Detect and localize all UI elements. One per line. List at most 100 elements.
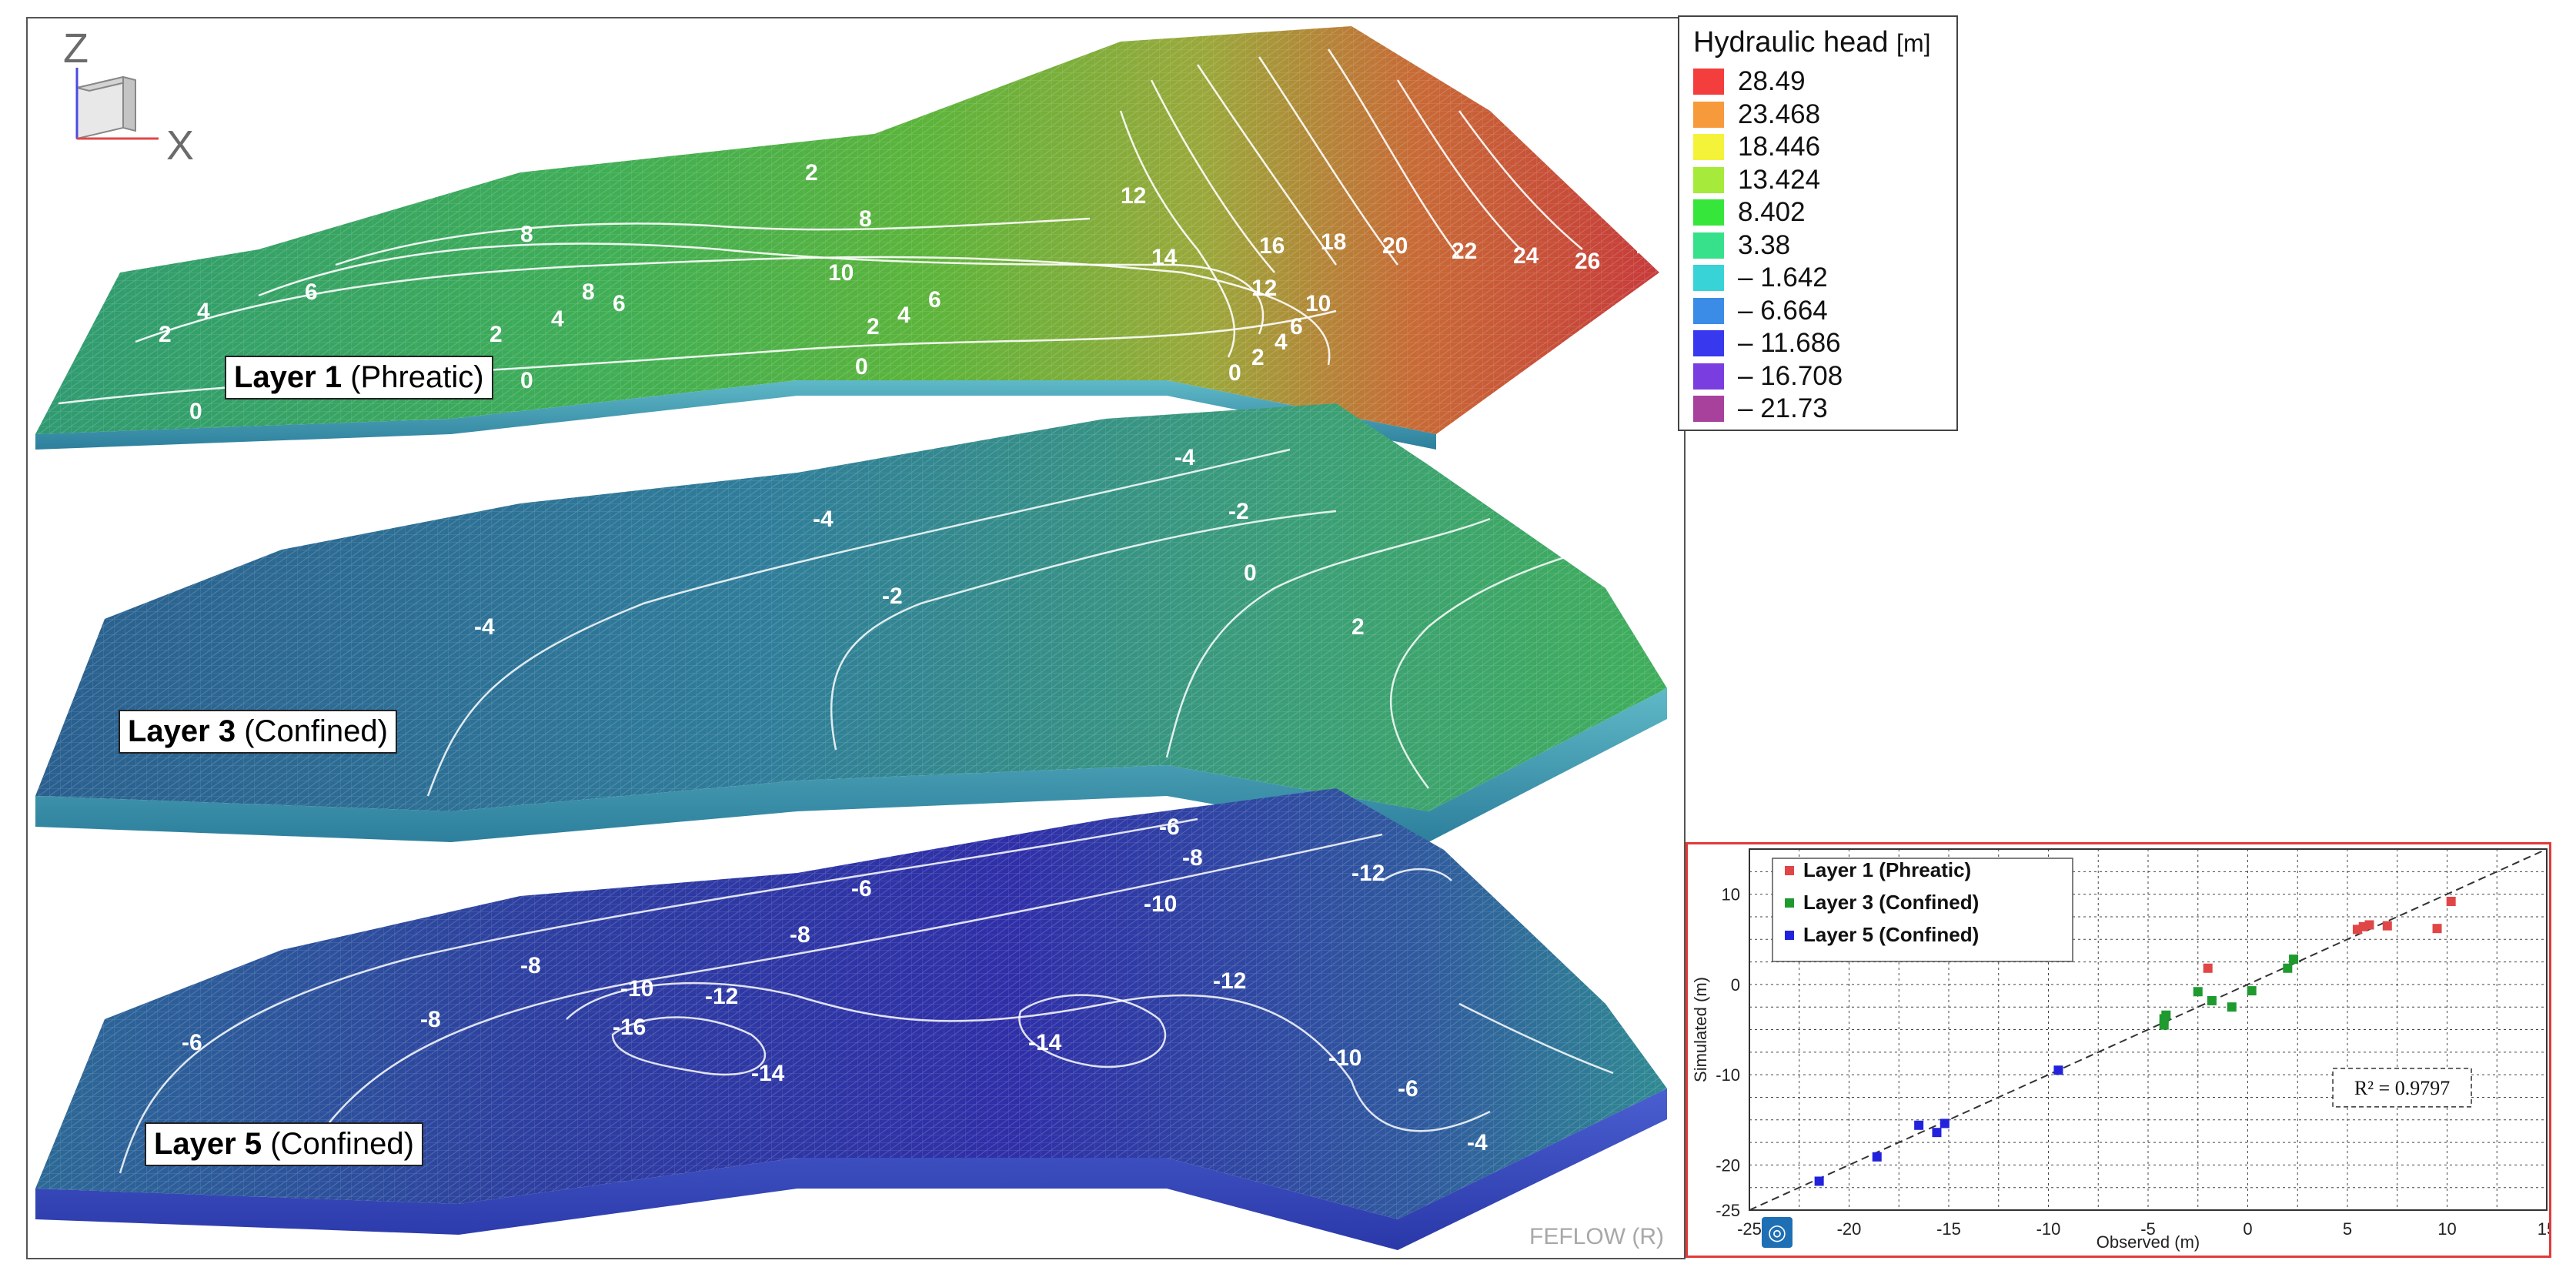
y-tick-label: -25: [1716, 1201, 1740, 1220]
app-logo-icon: ◎: [1762, 1217, 1793, 1248]
svg-text:2: 2: [489, 322, 503, 347]
legend-value: 23.468: [1738, 99, 1821, 129]
svg-text:4: 4: [897, 303, 910, 328]
x-axis-title: Observed (m): [2097, 1232, 2200, 1252]
svg-text:12: 12: [1121, 183, 1146, 209]
svg-text:-4: -4: [1467, 1130, 1488, 1155]
svg-text:-10: -10: [1144, 891, 1177, 917]
legend-item: 13.424: [1693, 164, 1943, 197]
data-point: [2446, 897, 2456, 907]
layer-3-name: Layer 3: [128, 714, 236, 748]
svg-text:-12: -12: [1213, 968, 1246, 994]
data-point: [2203, 963, 2213, 973]
x-axis-label: X: [166, 122, 195, 169]
hydraulic-head-legend: Hydraulic head [m] 28.49 23.468 18.446 13.4…: [1678, 15, 1958, 431]
svg-text:14: 14: [1151, 245, 1178, 270]
svg-text:-2: -2: [1228, 499, 1249, 524]
legend-item: 18.446: [1693, 131, 1943, 164]
data-point: [2053, 1065, 2063, 1075]
svg-text:24: 24: [1513, 243, 1539, 269]
data-point: [2193, 987, 2203, 997]
legend-swatch: [1693, 265, 1724, 292]
svg-text:-6: -6: [182, 1030, 202, 1055]
r-squared-label: R² = 0.9797: [2354, 1077, 2450, 1099]
layer-1-label: Layer 1 (Phreatic): [225, 356, 493, 400]
x-tick-label: 5: [2343, 1219, 2352, 1239]
svg-text:8: 8: [582, 279, 595, 305]
y-tick-label: 0: [1731, 975, 1740, 995]
layer-3-kind: (Confined): [244, 714, 388, 748]
svg-text:6: 6: [928, 287, 941, 313]
svg-text:12: 12: [1251, 276, 1277, 301]
chart-legend-label: Layer 5 (Confined): [1803, 923, 1979, 946]
one-to-one-line: [1749, 848, 2548, 1211]
layer-5-kind: (Confined): [270, 1127, 414, 1161]
svg-text:6: 6: [1290, 314, 1303, 339]
layer-3-label: Layer 3 (Confined): [119, 710, 397, 754]
legend-item: – 6.664: [1693, 295, 1943, 328]
legend-item: – 1.642: [1693, 262, 1943, 295]
svg-text:-6: -6: [1398, 1076, 1418, 1102]
svg-text:-2: -2: [882, 583, 903, 609]
svg-text:2: 2: [1351, 614, 1365, 640]
svg-text:22: 22: [1452, 239, 1477, 264]
x-tick-label: -15: [1936, 1219, 1961, 1239]
svg-text:20: 20: [1382, 233, 1408, 259]
legend-item: 8.402: [1693, 196, 1943, 229]
data-point: [2382, 921, 2392, 931]
svg-text:0: 0: [520, 368, 533, 393]
legend-item: – 16.708: [1693, 360, 1943, 393]
svg-text:4: 4: [1275, 329, 1288, 355]
x-tick-label: -25: [1737, 1219, 1762, 1239]
data-point: [1872, 1152, 1882, 1162]
data-point: [2227, 1002, 2237, 1012]
axis-triad: Z X: [43, 25, 197, 183]
x-tick-label: -10: [2036, 1219, 2061, 1239]
svg-text:28: 28: [1636, 233, 1662, 259]
legend-swatch: [1693, 232, 1724, 259]
svg-text:-4: -4: [474, 614, 495, 640]
svg-text:-6: -6: [851, 876, 872, 901]
legend-value: 18.446: [1738, 132, 1821, 162]
x-tick-label: 0: [2243, 1219, 2252, 1239]
legend-value: 28.49: [1738, 66, 1806, 97]
legend-title-text: Hydraulic head: [1693, 26, 1889, 59]
svg-text:0: 0: [855, 354, 868, 380]
svg-text:6: 6: [305, 279, 318, 305]
data-point: [2283, 963, 2293, 973]
chart-legend-swatch: [1785, 898, 1794, 908]
layer-5-label: Layer 5 (Confined): [145, 1122, 423, 1166]
legend-unit: [m]: [1896, 29, 1931, 57]
svg-text:-6: -6: [1159, 814, 1180, 840]
legend-value: – 16.708: [1738, 360, 1843, 391]
svg-text:2: 2: [867, 314, 880, 339]
data-point: [2364, 920, 2374, 930]
x-tick-label: 15: [2538, 1219, 2549, 1239]
svg-text:0: 0: [189, 399, 202, 424]
legend-item: 23.468: [1693, 99, 1943, 132]
y-tick-label: -10: [1716, 1065, 1740, 1085]
svg-text:-8: -8: [790, 922, 810, 948]
scatter-chart-svg: -25 -20 -15 -10 -5 0 5 10 15 10 0 -10 -20 -25 Observed…: [1691, 848, 2549, 1252]
legend-swatch: [1693, 101, 1724, 128]
r-squared-box: [2332, 1068, 2472, 1108]
svg-text:-8: -8: [520, 953, 541, 978]
svg-text:-8: -8: [1182, 845, 1203, 871]
data-point: [2161, 1010, 2171, 1020]
data-point: [1932, 1128, 1942, 1138]
svg-text:-10: -10: [620, 976, 653, 1001]
legend-swatch: [1693, 363, 1724, 390]
svg-text:10: 10: [1305, 291, 1331, 316]
legend-item: 28.49: [1693, 65, 1943, 99]
svg-text:2: 2: [1251, 345, 1265, 370]
legend-item: – 11.686: [1693, 327, 1943, 360]
y-axis-title: Simulated (m): [1691, 977, 1710, 1082]
svg-text:2: 2: [805, 160, 818, 186]
svg-text:18: 18: [1321, 229, 1346, 255]
chart-legend-label: Layer 3 (Confined): [1803, 891, 1979, 914]
legend-value: 8.402: [1738, 197, 1806, 228]
layer-1-name: Layer 1: [234, 360, 342, 394]
svg-text:-14: -14: [751, 1061, 785, 1086]
